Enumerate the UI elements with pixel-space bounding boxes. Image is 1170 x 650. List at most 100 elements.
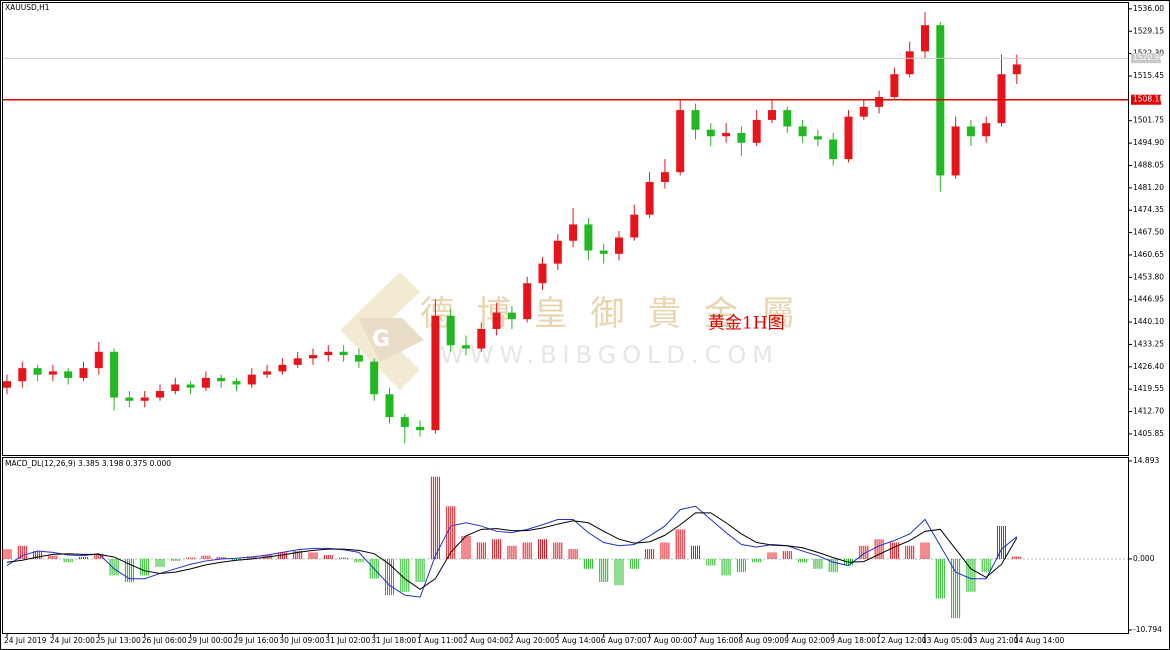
candle-body [783,110,792,127]
watermark-cn: 德 博 皇 御 貴 金 屬 [420,294,801,334]
candle-body [416,426,425,431]
candle-body [737,132,746,143]
candle-body [140,397,149,401]
y-tick-label: 1515.45 [1133,71,1164,80]
candle-body [217,377,226,382]
price-tag [1131,53,1161,64]
candle-body [706,129,715,137]
candle-body [829,139,838,160]
candle-body [951,126,960,176]
candle-body [875,97,884,107]
y-tick-label: 1501.75 [1133,116,1164,125]
candle-body [691,110,700,130]
x-tick-label: 24 Jul 2019 [4,636,47,645]
price-panel [2,2,1129,456]
candle-body [645,181,654,215]
x-tick-label: 31 Jul 02:00 [325,636,370,645]
macd-panel [2,457,1129,634]
y-tick-label: 1522.30 [1133,49,1164,58]
candle-body [94,351,103,369]
candle-body [997,74,1006,124]
y-tick-label: 1453.80 [1133,272,1164,281]
candle-body [1012,64,1021,75]
candle-body [324,351,333,356]
x-tick-label: 14 Aug 14:00 [1014,636,1065,645]
candle-body [339,351,348,356]
y-tick-label: 1529.15 [1133,26,1164,35]
svg-text:G: G [372,327,390,352]
y-tick-label: 1405.85 [1133,429,1164,438]
candle-body [64,371,73,378]
x-tick-label: 6 Aug 07:00 [601,636,647,645]
x-tick-label: 26 Jul 06:00 [142,636,187,645]
y-tick-label: 1494.90 [1133,138,1164,147]
y-tick-label: 1481.20 [1133,183,1164,192]
candle-body [966,126,975,137]
candle-body [247,374,256,385]
x-tick-label: 13 Aug 21:00 [968,636,1019,645]
candle-body [232,381,241,385]
candle-body [921,25,929,52]
candle-body [523,283,532,320]
candle-body [186,384,195,388]
candle-body [462,345,470,349]
candle-body [156,390,164,398]
candle-body [722,132,731,137]
y-tick-label: 1467.50 [1133,228,1164,237]
y-tick-label: 1433.25 [1133,339,1164,348]
candle-body [660,172,669,182]
candle-body [400,417,409,427]
x-tick-label: 9 Aug 02:00 [784,636,830,645]
y-tick-label: 1474.35 [1133,205,1164,214]
candle-body [492,312,501,329]
y-tick-label: 1412.70 [1133,407,1164,416]
indicator-title: MACD_DL(12,26,9) 3.385 3.198 0.375 0.000 [5,459,171,468]
candle-body [630,214,639,238]
candle-body [982,123,991,137]
price-tag [1131,94,1161,105]
x-tick-label: 29 Jul 16:00 [234,636,279,645]
candle-body [446,315,455,346]
candle-body [615,237,623,254]
x-tick-label: 12 Aug 12:00 [876,636,927,645]
note: 黄金1H图 [708,314,785,334]
x-tick-label: 24 Jul 20:00 [50,636,95,645]
candle-body [370,361,379,395]
x-tick-label: 2 Aug 20:00 [509,636,555,645]
candle-body [890,74,899,98]
price-tag-label: 1520.90 [1133,53,1164,62]
y-tick-label: 0.000 [1133,554,1155,563]
candle-body [798,126,807,137]
x-tick-label: 7 Aug 16:00 [693,636,739,645]
candle-body [859,106,868,117]
candle-body [48,371,57,375]
candle-body [477,328,486,349]
candle-body [676,110,685,173]
candle-body [844,116,853,160]
candle-body [768,110,776,120]
macd-line [6,505,1018,598]
candle-body [354,355,363,362]
y-tick-label: 1419.55 [1133,384,1164,393]
candle-body [171,384,180,391]
x-tick-label: 30 Jul 09:00 [279,636,324,645]
candle-body [293,358,302,365]
price-tag-label: 1508.18 [1133,95,1164,104]
y-tick-label: 14.893 [1133,456,1159,465]
y-tick-label: 1488.05 [1133,160,1164,169]
signal-line [6,512,1018,590]
candle-body [431,315,440,431]
y-tick-label: 1426.40 [1133,362,1164,371]
candle-body [125,397,134,401]
candle-body [309,355,317,359]
x-tick-label: 31 Jul 18:00 [371,636,416,645]
y-tick-label: 1446.95 [1133,295,1164,304]
x-tick-label: 25 Jul 13:00 [96,636,141,645]
x-tick-label: 13 Aug 05:00 [922,636,973,645]
candle-body [507,312,516,320]
y-tick-label: 1536.00 [1133,4,1164,13]
x-tick-label: 8 Aug 09:00 [738,636,784,645]
x-tick-label: 1 Aug 11:00 [417,636,463,645]
y-tick-label: 1460.65 [1133,250,1164,259]
